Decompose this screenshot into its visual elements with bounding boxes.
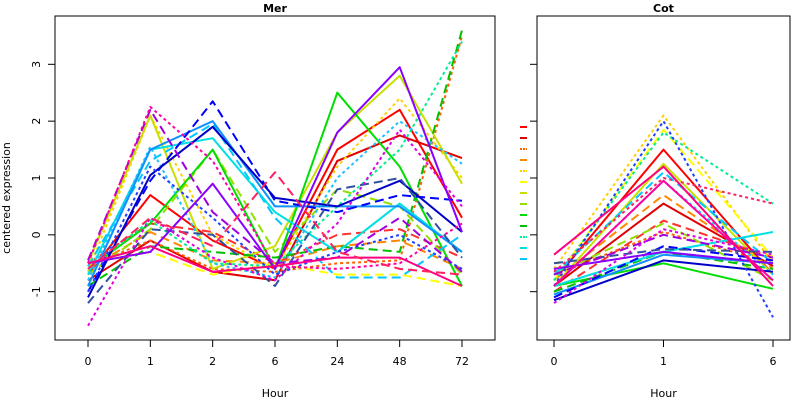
series-line-23 (553, 228, 774, 304)
series-line-12 (553, 131, 774, 281)
series-line-26 (87, 171, 463, 276)
series-line-5 (87, 231, 463, 270)
x-tick-label: 1 (147, 355, 154, 368)
y-tick-label: 1 (30, 175, 43, 182)
y-tick-label: 0 (30, 231, 43, 238)
series-line-26 (553, 177, 774, 273)
series-line-18 (553, 259, 774, 302)
panel-title: Mer (263, 2, 287, 15)
y-axis-label: centered expression (0, 142, 13, 254)
y-tick-label: 2 (30, 118, 43, 125)
panel-mer: Mer 0 1 2 6 24 48 72 Hour -1 0 1 2 3 (30, 2, 496, 400)
panel-cot: Cot 0 1 6 Hour (530, 2, 791, 400)
series-line-17 (87, 100, 463, 293)
y-tick-label: -1 (30, 286, 43, 297)
series-line-23 (87, 128, 463, 327)
series-line-21 (87, 66, 463, 270)
x-tick-label: 0 (551, 355, 558, 368)
series-line-6 (553, 114, 774, 270)
x-tick-label: 0 (85, 355, 92, 368)
x-tick-label: 2 (209, 355, 216, 368)
x-tick-label: 48 (393, 355, 407, 368)
series-line-8 (87, 74, 463, 270)
series-line-4 (87, 35, 463, 273)
series-line-3 (553, 219, 774, 293)
series-line-20 (87, 177, 463, 304)
y-tick-label: 3 (30, 61, 43, 68)
series-line-25 (553, 165, 774, 287)
series-line-14 (87, 123, 463, 279)
x-tick-label: 6 (272, 355, 279, 368)
x-axis-label: Hour (650, 387, 677, 400)
series-line-22 (553, 233, 774, 276)
x-tick-label: 72 (455, 355, 469, 368)
series-line-17 (553, 245, 774, 299)
x-tick-label: 24 (330, 355, 344, 368)
series-line-25 (87, 245, 463, 287)
series-line-20 (553, 248, 774, 265)
legend (520, 126, 527, 260)
panel-title: Cot (653, 2, 674, 15)
series-line-16 (87, 120, 463, 287)
series-line-21 (553, 250, 774, 270)
series-line-22 (87, 108, 463, 273)
x-axis-label: Hour (262, 387, 289, 400)
x-tick-label: 1 (660, 355, 667, 368)
series-line-15 (87, 120, 463, 281)
series-line-19 (87, 165, 463, 293)
x-tick-label: 6 (770, 355, 777, 368)
series-line-18 (87, 125, 463, 298)
